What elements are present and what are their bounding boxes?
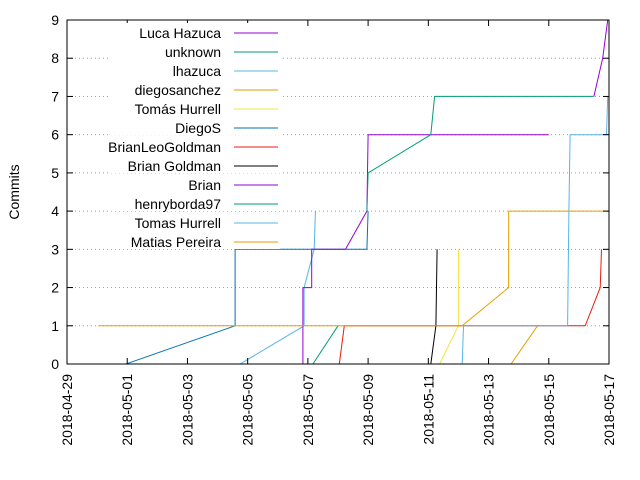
x-tick-label: 2018-05-01: [119, 374, 135, 446]
x-tick-label: 2018-05-09: [360, 374, 376, 446]
legend-entry-label: diegosanchez: [135, 82, 221, 98]
legend-entry-background: [110, 42, 280, 59]
x-tick-label: 2018-04-29: [59, 374, 75, 446]
y-tick-label: 5: [51, 165, 59, 181]
legend-entry-background: [110, 61, 280, 78]
x-tick-label: 2018-05-03: [179, 374, 195, 446]
x-tick-label: 2018-05-15: [541, 374, 557, 446]
plot-area-border: [66, 19, 610, 365]
legend-entry-label: DiegoS: [175, 120, 221, 136]
legend-entry-background: [110, 99, 280, 116]
legend-entry-label: lhazuca: [173, 63, 221, 79]
legend-entry-label: BrianLeoGoldman: [108, 139, 221, 155]
y-tick-label: 4: [51, 203, 59, 219]
legend-entry-background: [110, 23, 280, 40]
x-tick-label: 2018-05-13: [481, 374, 497, 446]
y-tick-label: 3: [51, 241, 59, 257]
y-tick-label: 7: [51, 88, 59, 104]
legend-entry-background: [110, 156, 280, 173]
legend-entry-label: Brian: [188, 177, 221, 193]
legend: Luca Hazuca unknown lhazuca diegosanchez Tom…: [108, 23, 280, 250]
series-line: [338, 249, 602, 365]
legend-entry-background: [110, 137, 280, 154]
legend-entry-background: [110, 194, 280, 211]
series-line: [312, 325, 339, 365]
legend-entry-label: Brian Goldman: [128, 158, 221, 174]
y-tick-label: 8: [51, 50, 59, 66]
series-line: [510, 325, 538, 365]
series-lines: [98, 19, 609, 365]
y-tick-labels: 0 1 2 3 4 5 6 7 8 9: [51, 12, 59, 372]
legend-entry-background: [110, 232, 280, 249]
legend-entry-label: unknown: [165, 44, 221, 60]
y-axis-label: Commits: [6, 164, 22, 219]
legend-entry-background: [110, 175, 280, 192]
y-tick-label: 6: [51, 127, 59, 143]
legend-entry-background: [110, 80, 280, 97]
legend-entry-label: Luca Hazuca: [139, 25, 221, 41]
legend-entry-label: Tomás Hurrell: [135, 101, 221, 117]
series-line: [430, 249, 438, 365]
y-tick-label: 1: [51, 318, 59, 334]
y-tick-label: 0: [51, 356, 59, 372]
x-tick-labels: 2018-04-29 2018-05-01 2018-05-03 2018-05-05…: [59, 374, 617, 446]
series-line: [366, 95, 594, 212]
x-tick-label: 2018-05-07: [300, 374, 316, 446]
y-tick-label: 2: [51, 280, 59, 296]
series-line: [125, 211, 369, 365]
y-tick-label: 9: [51, 12, 59, 28]
legend-entry-label: Tomas Hurrell: [135, 215, 221, 231]
legend-entry-label: henryborda97: [135, 196, 222, 212]
x-tick-label: 2018-05-17: [601, 374, 617, 446]
series-line: [302, 134, 549, 364]
series-line: [98, 210, 609, 327]
series-line: [593, 19, 609, 97]
legend-entry-label: Matias Pereira: [131, 234, 221, 250]
series-line: [439, 249, 459, 365]
legend-entry-background: [110, 213, 280, 230]
x-tick-label: 2018-05-11: [420, 374, 436, 445]
x-tick-label: 2018-05-05: [240, 374, 256, 446]
legend-entry-background: [110, 118, 280, 135]
